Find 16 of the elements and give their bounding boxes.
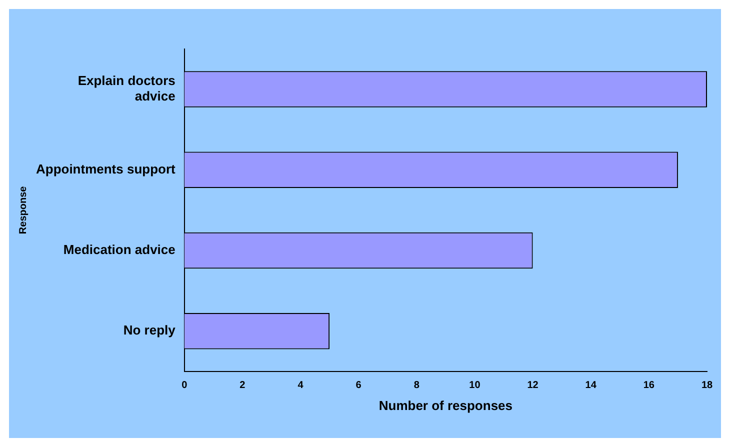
x-tick-label: 14	[585, 380, 597, 392]
y-tick-label: No reply	[123, 322, 176, 338]
x-axis-title: Number of responses	[378, 398, 513, 413]
y-tick-label: Medication advice	[63, 242, 176, 258]
x-tick-label: 16	[643, 380, 655, 392]
x-tick-label: 8	[414, 380, 420, 392]
x-tick-label: 2	[240, 380, 246, 392]
x-tick-label: 12	[527, 380, 539, 392]
y-tick-label: Explain doctors advice	[78, 73, 176, 104]
x-tick-label: 0	[182, 380, 188, 392]
x-tick-label: 18	[701, 380, 713, 392]
y-tick-label: Appointments support	[36, 161, 176, 176]
y-axis-title: Response	[18, 186, 29, 234]
x-tick-label: 6	[356, 380, 362, 392]
x-tick-label: 4	[298, 380, 304, 392]
x-tick-label: 10	[469, 380, 481, 392]
